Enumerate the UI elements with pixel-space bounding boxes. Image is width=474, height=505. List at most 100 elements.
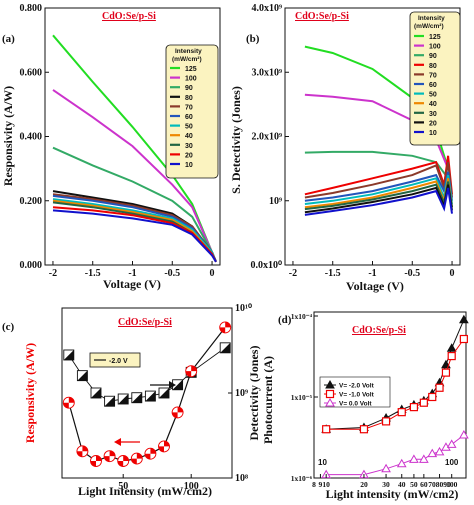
data-point-d-1 bbox=[435, 383, 444, 392]
data-point-d-2 bbox=[427, 448, 438, 458]
legend-label-b-50: 50 bbox=[429, 92, 437, 99]
series-line-b-70 bbox=[304, 162, 453, 199]
data-point-c-detectivity bbox=[104, 395, 116, 407]
data-point-d-1 bbox=[359, 425, 369, 434]
x-tick-label-d: 60 bbox=[420, 480, 428, 489]
data-point-d-1 bbox=[447, 351, 456, 361]
legend-box-c bbox=[89, 352, 141, 368]
legend-title-b-2: (mW/cm²) bbox=[414, 23, 444, 30]
legend-d: V= -2.0 Volt V= -1.0 Volt V= 0.0 Volt bbox=[319, 376, 391, 408]
legend-label-a-20: 20 bbox=[185, 152, 193, 159]
x-axis-label-d: Light intensity (mW/cm2) bbox=[326, 487, 459, 501]
series-line-a-50 bbox=[52, 198, 217, 263]
legend-title-a-2: (mW/cm²) bbox=[172, 56, 202, 63]
x-tick-label-a: -1 bbox=[128, 268, 136, 279]
legend-label-a-10: 10 bbox=[185, 162, 193, 169]
panel-label-c: (c) bbox=[2, 321, 15, 333]
data-point-d-2 bbox=[434, 446, 445, 456]
data-point-d-1 bbox=[459, 334, 468, 344]
series-line-b-80 bbox=[304, 155, 453, 196]
legend-label-d-1: V= -1.0 Volt bbox=[339, 392, 375, 399]
series-line-a-10 bbox=[52, 209, 217, 263]
legend-marker-d-0 bbox=[324, 379, 336, 389]
data-point-d-0 bbox=[459, 314, 469, 324]
legend-label-b-10: 10 bbox=[429, 130, 437, 137]
legend-label-b-100: 100 bbox=[429, 44, 441, 51]
data-point-c-detectivity bbox=[117, 393, 129, 405]
x-tick-label-b: -1.5 bbox=[325, 268, 341, 279]
data-point-d-1 bbox=[381, 417, 391, 426]
y-tick-label-a: 0.600 bbox=[20, 67, 43, 78]
y-tick-label-b: 3.0x10⁹ bbox=[252, 67, 283, 78]
data-point-c-detectivity bbox=[144, 390, 156, 402]
x-axis-label-b: Voltage (V) bbox=[346, 279, 404, 293]
data-point-c-responsivity bbox=[117, 455, 130, 467]
legend-label-a-50: 50 bbox=[185, 124, 193, 131]
x-tick-label-c: 100 bbox=[184, 481, 199, 492]
data-point-c-responsivity bbox=[144, 447, 157, 460]
y-axis-label-d: Photocurrent (A) bbox=[261, 356, 275, 444]
x-tick-label-a: -1.5 bbox=[85, 268, 101, 279]
data-point-d-1 bbox=[441, 368, 451, 377]
chart-title-b: CdO:Se/p-Si bbox=[295, 11, 349, 22]
x-tick-label-b: 0 bbox=[450, 268, 455, 279]
legend-label-a-90: 90 bbox=[185, 85, 193, 92]
legend-marker-d-1 bbox=[324, 389, 336, 399]
y-tick-label-right-c: 10⁹ bbox=[235, 388, 248, 399]
y-axis-label-b: S. Detectivity (Jones) bbox=[229, 86, 243, 194]
arrow-right-icon bbox=[150, 381, 176, 389]
x-tick-label-d: 20 bbox=[360, 480, 368, 489]
data-point-c-responsivity bbox=[185, 365, 198, 378]
data-point-c-detectivity bbox=[63, 349, 75, 361]
legend-label-b-80: 80 bbox=[429, 63, 437, 70]
x-tick-label-b: -1 bbox=[368, 268, 376, 279]
chart-title-d: CdO:Se/p-Si bbox=[352, 325, 406, 336]
x-tick-label-a: -2 bbox=[49, 268, 57, 279]
x-tick-label-c: 50 bbox=[118, 481, 128, 492]
legend-c: -2.0 V bbox=[89, 352, 141, 368]
data-point-d-2 bbox=[396, 458, 407, 468]
y-tick-label-a: 0.200 bbox=[20, 196, 43, 207]
chart-title-a: CdO:Se/p-Si bbox=[102, 11, 156, 22]
x-tick-label-d: 30 bbox=[382, 480, 390, 489]
data-point-c-responsivity bbox=[62, 396, 75, 409]
annotation-10: 10 bbox=[318, 458, 327, 467]
data-point-c-responsivity bbox=[76, 445, 89, 458]
chart-title-c: CdO:Se/p-Si bbox=[118, 317, 172, 328]
legend-label-a-125: 125 bbox=[185, 66, 197, 73]
y-axis-label-right-c: Detectivity (Jones) bbox=[247, 346, 261, 441]
legend-marker-d-2 bbox=[324, 397, 336, 407]
x-tick-label-d: 100 bbox=[446, 480, 458, 489]
legend-label-b-90: 90 bbox=[429, 53, 437, 60]
legend-label-a-100: 100 bbox=[185, 76, 197, 83]
x-tick-label-b: -2 bbox=[289, 268, 297, 279]
data-point-c-responsivity bbox=[130, 452, 143, 465]
series-line-a-20 bbox=[52, 206, 217, 263]
legend-b: Intensity (mW/cm²) 125 100 90 80 70 60 50 40 30 2… bbox=[409, 11, 461, 146]
legend-label-c: -2.0 V bbox=[109, 358, 128, 365]
data-point-c-responsivity bbox=[171, 406, 184, 419]
data-point-c-responsivity bbox=[103, 450, 116, 463]
x-tick-label-d: 8 bbox=[312, 480, 316, 489]
panel-label-a: (a) bbox=[2, 33, 15, 45]
legend-label-b-20: 20 bbox=[429, 120, 437, 127]
data-point-d-0 bbox=[446, 343, 457, 352]
panel-d: (d) CdO:Se/p-Si 8 9 10 20 30 40 50 60 7080901001… bbox=[261, 311, 469, 501]
legend-label-b-125: 125 bbox=[429, 34, 441, 41]
legend-label-a-40: 40 bbox=[185, 133, 193, 140]
x-tick-label-b: -0.5 bbox=[404, 268, 420, 279]
data-point-c-responsivity bbox=[219, 321, 232, 334]
data-point-d-2 bbox=[381, 463, 391, 473]
data-point-d-1 bbox=[409, 403, 419, 412]
data-point-d-1 bbox=[428, 392, 437, 402]
y-tick-label-b: 0.0x10⁰ bbox=[250, 260, 282, 271]
x-tick-label-a: 0 bbox=[210, 268, 215, 279]
data-point-c-responsivity bbox=[90, 455, 102, 467]
data-point-c-detectivity bbox=[219, 342, 231, 354]
data-point-c-detectivity bbox=[158, 387, 170, 399]
x-tick-label-d: 50 bbox=[410, 480, 418, 489]
y-tick-label-a: 0.000 bbox=[20, 260, 43, 271]
data-point-d-1 bbox=[322, 425, 331, 434]
y-axis-label-a: Responsivity (A/W) bbox=[1, 86, 15, 186]
